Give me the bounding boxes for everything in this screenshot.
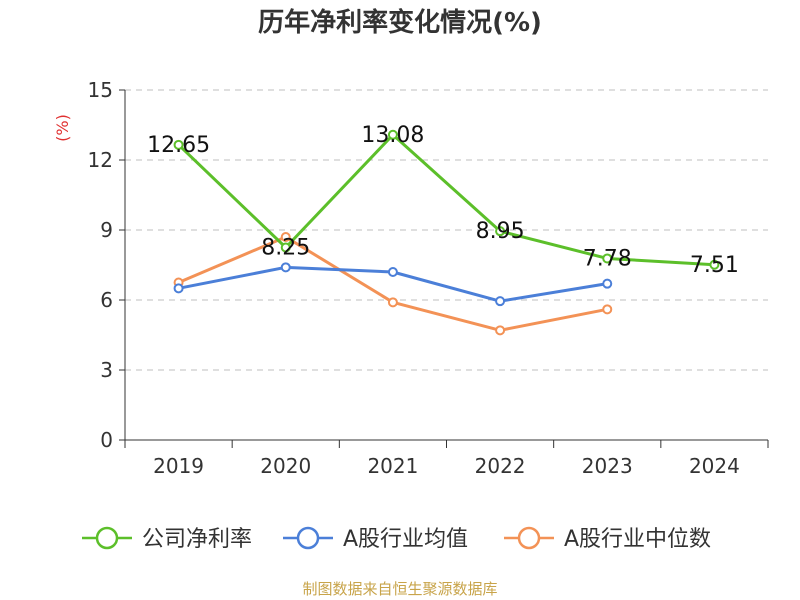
series-line — [177, 235, 608, 332]
data-point — [387, 129, 398, 140]
grid-lines — [125, 89, 768, 371]
series-0 — [173, 129, 720, 270]
y-tick-label: 12 — [88, 148, 113, 172]
y-tick-label: 3 — [100, 358, 113, 382]
x-tick-label: 2023 — [582, 454, 633, 478]
legend-item: A股行业均值 — [283, 526, 468, 552]
y-tick-label: 15 — [88, 78, 113, 102]
x-tick-label: 2021 — [367, 454, 418, 478]
data-label: 7.78 — [583, 246, 632, 271]
data-point — [495, 325, 506, 336]
data-point — [602, 278, 613, 289]
data-label: 8.25 — [261, 236, 310, 261]
data-point — [280, 232, 291, 242]
series-1 — [173, 262, 613, 307]
data-point — [280, 262, 291, 273]
legend-item: A股行业中位数 — [504, 526, 711, 552]
data-point — [495, 296, 506, 307]
y-tick-label: 9 — [100, 218, 113, 242]
x-tick-label: 2019 — [153, 454, 204, 478]
x-tick-label: 2024 — [689, 454, 740, 478]
series-line — [177, 133, 715, 267]
data-point — [173, 139, 184, 150]
legend-label: 公司净利率 — [142, 527, 252, 552]
data-point — [495, 226, 506, 237]
x-tick-label: 2022 — [475, 454, 526, 478]
data-point — [280, 242, 291, 253]
legend: 公司净利率 A股行业均值 A股行业中位数 — [82, 526, 711, 552]
legend-label: A股行业均值 — [343, 527, 468, 552]
x-tick-label: 2020 — [260, 454, 311, 478]
data-point — [602, 253, 613, 264]
legend-item: 公司净利率 — [82, 526, 252, 552]
series-2 — [173, 232, 613, 336]
chart-title: 历年净利率变化情况(%) — [258, 8, 542, 38]
data-point — [709, 259, 720, 270]
legend-marker — [95, 526, 119, 550]
source-note: 制图数据来自恒生聚源数据库 — [302, 580, 498, 598]
y-tick-label: 0 — [100, 428, 113, 452]
legend-marker — [517, 526, 541, 550]
legend-label: A股行业中位数 — [564, 527, 711, 552]
data-point — [387, 297, 398, 308]
data-labels: 12.65 8.25 13.08 8.95 7.78 7.51 — [147, 123, 739, 278]
legend-marker — [296, 526, 320, 550]
axes: 0 3 6 9 12 15 (%) 2019 2020 2021 2022 2023 2024 — [53, 78, 769, 478]
data-point — [602, 304, 613, 315]
data-label: 13.08 — [361, 123, 424, 148]
series-lines — [173, 129, 720, 336]
y-axis-unit-label: (%) — [53, 114, 72, 142]
data-label: 8.95 — [476, 219, 525, 244]
data-point — [387, 267, 398, 277]
data-point — [173, 283, 184, 294]
data-label: 7.51 — [690, 253, 739, 278]
y-tick-label: 6 — [100, 288, 113, 312]
data-label: 12.65 — [147, 133, 210, 158]
